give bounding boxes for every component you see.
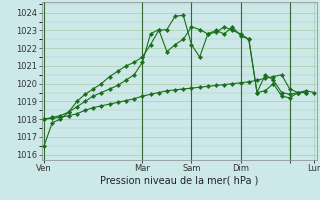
X-axis label: Pression niveau de la mer( hPa ): Pression niveau de la mer( hPa ) bbox=[100, 176, 258, 186]
